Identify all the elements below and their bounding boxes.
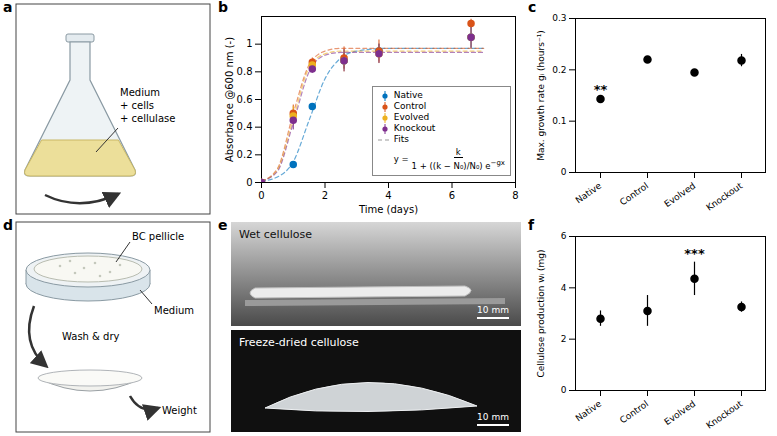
svg-text:6: 6 [561,231,567,241]
svg-text:0: 0 [246,177,252,188]
html-text:f: f [528,217,535,233]
svg-text:Evolved: Evolved [662,181,697,210]
svg-text:0.2: 0.2 [237,149,253,160]
html-text:y =: y = [393,154,409,165]
html-text:Evolved: Evolved [393,112,430,123]
svg-text:Control: Control [618,181,650,208]
svg-text:+ cells: + cells [120,100,154,111]
svg-text:2: 2 [561,334,567,344]
svg-text:Wash & dry: Wash & dry [62,331,120,342]
svg-text:8: 8 [512,190,518,201]
svg-text:0.6: 0.6 [237,94,253,105]
svg-text:Medium: Medium [120,87,160,98]
svg-text:Knockout: Knockout [704,180,744,212]
svg-text:Max. growth rate gᵢ (hours⁻¹): Max. growth rate gᵢ (hours⁻¹) [536,30,546,161]
svg-text:Control: Control [618,399,650,426]
svg-text:4: 4 [561,283,567,293]
html-text:c: c [528,0,537,15]
svg-text:***: *** [684,246,705,261]
svg-text:**: ** [594,82,608,97]
svg-text:Medium: Medium [154,305,194,316]
html-text:e: e [218,217,228,233]
html-text:Control: Control [393,101,427,112]
svg-text:2: 2 [322,190,328,201]
svg-text:Knockout: Knockout [704,398,744,430]
svg-text:Native: Native [574,180,604,205]
svg-text:10 mm: 10 mm [477,412,509,422]
html-text:Knockout: Knockout [393,123,436,134]
svg-text:10 mm: 10 mm [477,305,509,315]
svg-text:0: 0 [258,190,264,201]
svg-text:BC pellicle: BC pellicle [132,231,184,242]
svg-text:Wet cellulose: Wet cellulose [239,228,312,241]
svg-text:0.1: 0.1 [552,116,566,126]
html-text:Native: Native [393,90,423,101]
html-text:Fits: Fits [393,134,409,145]
svg-text:Cellulose production wᵢ (mg): Cellulose production wᵢ (mg) [536,249,546,377]
html-text:d: d [3,217,13,233]
svg-text:Absorbance @600 nm (-): Absorbance @600 nm (-) [224,37,235,162]
html-text:k: k [455,147,461,158]
svg-text:Time (days): Time (days) [358,204,418,215]
svg-text:+ cellulase: + cellulase [120,113,175,124]
svg-text:1: 1 [246,38,252,49]
svg-text:0: 0 [561,167,567,177]
svg-text:Weight: Weight [162,405,197,416]
svg-text:4: 4 [385,190,391,201]
svg-text:0: 0 [561,385,567,395]
html-text:b: b [218,0,228,15]
html-text:1 + ((k − N₀)/N₀) e−gx: 1 + ((k − N₀)/N₀) e−gx [411,159,505,171]
svg-text:0.3: 0.3 [552,13,566,23]
svg-text:Native: Native [574,398,604,423]
svg-text:6: 6 [449,190,455,201]
svg-text:Evolved: Evolved [662,399,697,428]
svg-text:0.2: 0.2 [552,65,566,75]
svg-text:Freeze-dried cellulose: Freeze-dried cellulose [239,336,359,349]
html-text:a: a [3,0,13,15]
svg-text:0.8: 0.8 [237,66,253,77]
svg-text:0.4: 0.4 [237,121,253,132]
